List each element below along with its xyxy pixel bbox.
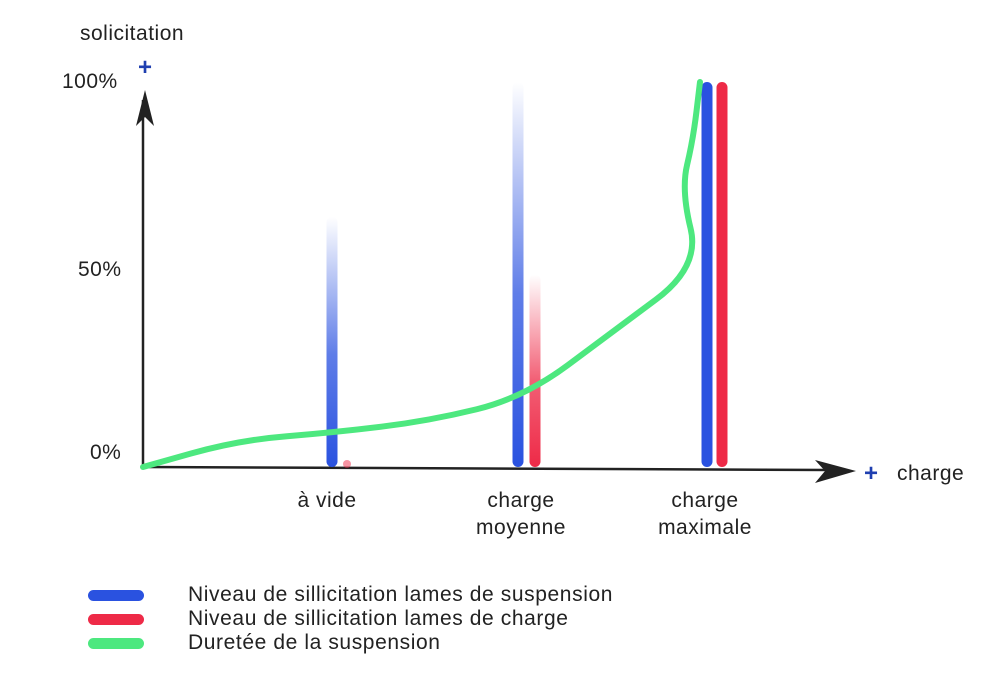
legend-swatch-green bbox=[88, 637, 144, 649]
x-axis-arrowhead bbox=[815, 460, 856, 483]
category-label-line: à vide bbox=[297, 489, 357, 512]
bar-0-1 bbox=[512, 82, 524, 467]
category-label-charge-maximale: charge maximale bbox=[625, 487, 785, 541]
legend-label: Duretée de la suspension bbox=[188, 631, 441, 654]
x-axis-plus: + bbox=[864, 460, 879, 487]
category-label-line: charge bbox=[671, 489, 739, 512]
bar-1-2 bbox=[716, 82, 728, 467]
category-label-line: moyenne bbox=[476, 516, 566, 539]
durete-curve bbox=[140, 79, 703, 470]
legend-item-suspension: Niveau de sillicitation lames de suspens… bbox=[88, 583, 613, 607]
x-axis-title: charge bbox=[897, 462, 965, 485]
y-axis-title: solicitation bbox=[80, 22, 185, 45]
bar-0-2 bbox=[701, 82, 713, 467]
y-axis-plus: + bbox=[138, 54, 153, 81]
axes bbox=[136, 90, 856, 483]
legend-label: Niveau de sillicitation lames de charge bbox=[188, 607, 569, 630]
legend-item-durete: Duretée de la suspension bbox=[88, 631, 441, 655]
curve-layer bbox=[140, 79, 703, 470]
category-label-charge-moyenne: charge moyenne bbox=[441, 487, 601, 541]
legend-swatch-red bbox=[88, 613, 144, 625]
legend-label: Niveau de sillicitation lames de suspens… bbox=[188, 583, 614, 606]
bar-1-1 bbox=[529, 274, 541, 467]
bars bbox=[326, 82, 728, 468]
y-tick-50: 50% bbox=[78, 258, 122, 281]
category-label-a-vide: à vide bbox=[247, 487, 407, 514]
category-label-line: maximale bbox=[658, 516, 752, 539]
bar-0-0 bbox=[326, 216, 338, 467]
legend-swatch-blue bbox=[88, 589, 144, 601]
y-tick-100: 100% bbox=[62, 70, 118, 93]
bar-1-0 bbox=[343, 460, 351, 468]
category-label-line: charge bbox=[487, 489, 555, 512]
x-axis-line bbox=[142, 465, 831, 472]
legend-item-charge: Niveau de sillicitation lames de charge bbox=[88, 607, 569, 631]
y-tick-0: 0% bbox=[90, 441, 122, 464]
y-axis-arrowhead bbox=[136, 90, 154, 126]
